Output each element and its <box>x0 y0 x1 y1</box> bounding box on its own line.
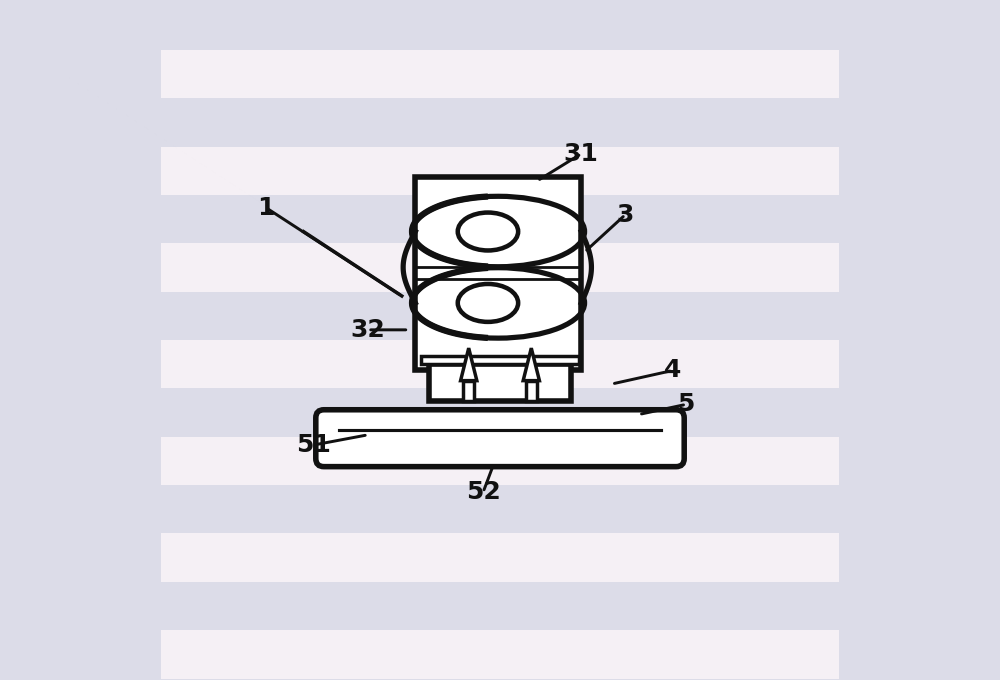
Bar <box>161 582 839 630</box>
Text: 5: 5 <box>678 392 695 416</box>
Polygon shape <box>461 348 477 381</box>
Text: 3: 3 <box>617 203 634 226</box>
Bar <box>161 243 839 292</box>
Bar <box>421 356 579 364</box>
Bar <box>161 630 839 679</box>
FancyBboxPatch shape <box>316 410 684 466</box>
Text: 31: 31 <box>564 141 599 166</box>
Bar <box>161 195 839 243</box>
Bar <box>526 381 537 401</box>
Bar <box>161 146 839 195</box>
Bar <box>161 534 839 582</box>
Text: 1: 1 <box>258 196 275 220</box>
Bar <box>415 177 581 371</box>
Bar <box>161 98 839 146</box>
Bar <box>463 381 474 401</box>
Bar <box>161 437 839 485</box>
Text: 51: 51 <box>296 433 331 457</box>
Bar <box>161 388 839 437</box>
Bar <box>429 364 571 401</box>
Text: 32: 32 <box>351 318 385 342</box>
Bar <box>161 50 839 98</box>
Text: 52: 52 <box>466 480 500 505</box>
Ellipse shape <box>458 284 518 322</box>
Polygon shape <box>523 348 539 381</box>
Text: 4: 4 <box>664 358 681 382</box>
Ellipse shape <box>458 213 518 250</box>
Bar <box>161 1 839 50</box>
Bar <box>161 485 839 534</box>
Bar <box>161 292 839 340</box>
Bar <box>161 340 839 388</box>
